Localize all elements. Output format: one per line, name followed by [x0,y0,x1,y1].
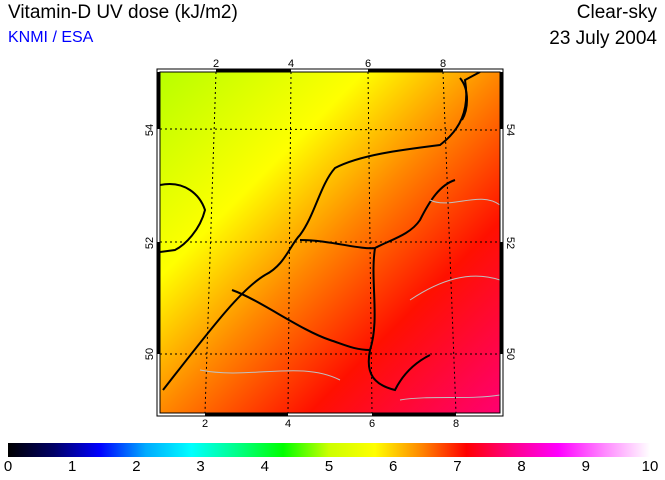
lon-tick-top: 8 [440,58,446,70]
date-label: 23 July 2004 [549,28,657,49]
lon-tick-top: 4 [288,58,294,70]
sky-condition: Clear-sky [576,2,657,23]
map-frame [156,68,504,417]
lon-tick-bottom: 2 [202,418,208,430]
colorbar-tick-label: 6 [389,458,398,475]
lat-tick-right: 50 [504,348,516,360]
colorbar-tick-label: 5 [324,458,334,475]
coastlines-borders [160,72,500,401]
uv-dose-map: 2 4 6 8 2 4 6 8 54 52 50 54 52 50 [144,58,516,430]
colorbar-tick-label: 7 [453,458,462,475]
lon-tick-bottom: 4 [285,418,291,430]
colorbar-tick-label: 2 [132,458,141,475]
lon-tick-top: 2 [213,58,219,70]
lon-tick-top: 6 [365,58,371,70]
lat-tick-right: 52 [504,237,516,249]
graticule [159,71,501,414]
lat-tick-left: 50 [144,348,156,360]
colorbar-tick-label: 10 [641,458,659,475]
colorbar-tick-label: 3 [196,458,205,475]
credit-label: KNMI / ESA [8,29,94,46]
colorbar-tick-label: 8 [517,458,526,475]
map-title: Vitamin-D UV dose (kJ/m2) [8,2,238,23]
colorbar-tick-label: 4 [260,458,269,475]
lon-tick-bottom: 8 [453,418,459,430]
lat-tick-left: 54 [144,124,156,136]
colorbar-tick-label: 1 [68,458,77,475]
lon-tick-bottom: 6 [369,418,375,430]
lat-tick-left: 52 [144,237,156,249]
colorbar-tick-label: 0 [3,458,13,475]
lat-tick-right: 54 [504,124,516,136]
colorbar [8,443,650,457]
colorbar-tick-label: 9 [581,458,590,475]
